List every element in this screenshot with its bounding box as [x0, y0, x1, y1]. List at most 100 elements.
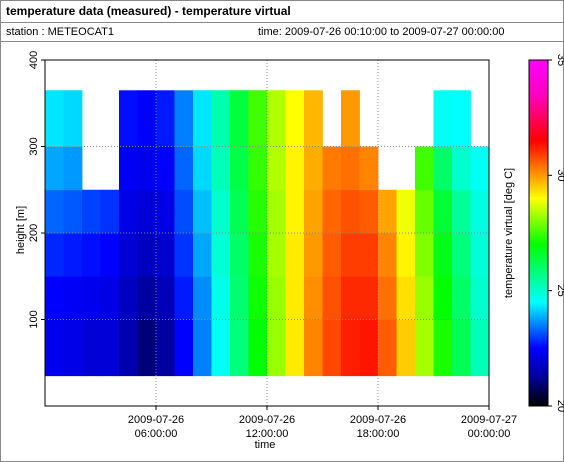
heat-cell	[137, 146, 157, 191]
heat-cell	[230, 319, 249, 377]
heat-cell	[433, 90, 453, 147]
heat-cell	[285, 276, 305, 320]
heat-cell	[211, 90, 231, 147]
heat-cell	[304, 146, 323, 191]
heat-cell	[359, 319, 379, 377]
heat-cell	[267, 90, 286, 147]
heat-cell	[63, 146, 83, 191]
heat-cell	[433, 276, 453, 320]
heat-cell	[304, 90, 323, 147]
heat-cell	[396, 233, 416, 277]
heat-cell	[82, 189, 101, 234]
station-label: station : METEOCAT1	[6, 26, 114, 38]
heat-cell	[433, 319, 453, 377]
heat-cell	[211, 189, 231, 234]
heat-cell	[174, 319, 194, 377]
heat-cell	[341, 233, 360, 277]
heat-cell	[193, 319, 212, 377]
heat-cell	[119, 233, 138, 277]
colorbar-tick-label: 35	[555, 54, 564, 66]
heat-cell	[267, 276, 286, 320]
heat-cell	[174, 90, 194, 147]
heat-cell	[100, 189, 120, 234]
heat-cell	[174, 146, 194, 191]
heat-cell	[433, 189, 453, 234]
heat-cell	[359, 276, 379, 320]
heat-cell	[248, 319, 268, 377]
heat-cell	[452, 189, 471, 234]
y-tick-label: 200	[28, 224, 40, 242]
x-tick-label: 2009-07-27 00:00:00	[461, 414, 517, 440]
heat-cell	[156, 276, 175, 320]
heat-cell	[137, 276, 157, 320]
heat-cell	[359, 189, 379, 234]
heat-cell	[341, 189, 360, 234]
heat-cell	[322, 276, 342, 320]
heat-cell	[452, 319, 471, 377]
heat-cell	[156, 319, 175, 377]
heat-cell	[45, 233, 64, 277]
heat-cell	[378, 319, 397, 377]
plot-frame	[44, 59, 490, 407]
heat-cell	[396, 189, 416, 234]
heat-cell	[137, 319, 157, 377]
time-label: time: 2009-07-26 00:10:00 to 2009-07-27 …	[258, 26, 504, 38]
heat-cell	[378, 276, 397, 320]
heat-cell	[174, 276, 194, 320]
heat-cell	[119, 90, 138, 147]
heat-cell	[137, 233, 157, 277]
y-tick-label: 400	[28, 51, 40, 69]
heat-cell	[100, 233, 120, 277]
heat-cell	[285, 189, 305, 234]
heat-cell	[341, 319, 360, 377]
heat-cell	[304, 319, 323, 377]
heat-cell	[211, 319, 231, 377]
heat-cell	[45, 146, 64, 191]
heat-cell	[156, 189, 175, 234]
heat-cell	[63, 276, 83, 320]
heat-cell	[156, 233, 175, 277]
heat-cell	[230, 276, 249, 320]
heat-cell	[322, 319, 342, 377]
heat-cell	[45, 276, 64, 320]
heat-cell	[156, 90, 175, 147]
chart-title: temperature data (measured) - temperatur…	[6, 4, 291, 18]
heat-cell	[452, 146, 471, 191]
heat-cell	[137, 90, 157, 147]
heat-cell	[137, 189, 157, 234]
colorbar-label: temperature virtual [deg C]	[503, 168, 515, 298]
heat-cell	[119, 276, 138, 320]
heat-cell	[248, 189, 268, 234]
heat-cell	[341, 276, 360, 320]
heat-cell	[119, 146, 138, 191]
colorbar	[528, 59, 549, 407]
heat-cell	[82, 276, 101, 320]
heat-cell	[174, 189, 194, 234]
y-axis-label: height [m]	[15, 206, 27, 254]
heat-cell	[304, 276, 323, 320]
heat-cell	[322, 189, 342, 234]
heat-cell	[193, 189, 212, 234]
heat-cell	[304, 189, 323, 234]
heat-cell	[211, 146, 231, 191]
heat-cell	[82, 233, 101, 277]
heat-cell	[396, 276, 416, 320]
heat-cell	[63, 319, 83, 377]
y-tick-label: 300	[28, 137, 40, 155]
heat-cell	[267, 233, 286, 277]
heat-cell	[285, 319, 305, 377]
heat-cell	[119, 189, 138, 234]
x-tick-label: 2009-07-26 12:00:00	[239, 414, 295, 440]
heat-cell	[433, 233, 453, 277]
heat-cell	[415, 276, 434, 320]
heat-cell	[470, 189, 490, 234]
heat-cell	[82, 319, 101, 377]
heat-cell	[193, 276, 212, 320]
heat-cell	[396, 319, 416, 377]
heat-cell	[452, 276, 471, 320]
heat-cell	[45, 189, 64, 234]
heat-cell	[45, 319, 64, 377]
heat-cell	[285, 233, 305, 277]
heat-cell	[63, 233, 83, 277]
heat-cell	[230, 90, 249, 147]
